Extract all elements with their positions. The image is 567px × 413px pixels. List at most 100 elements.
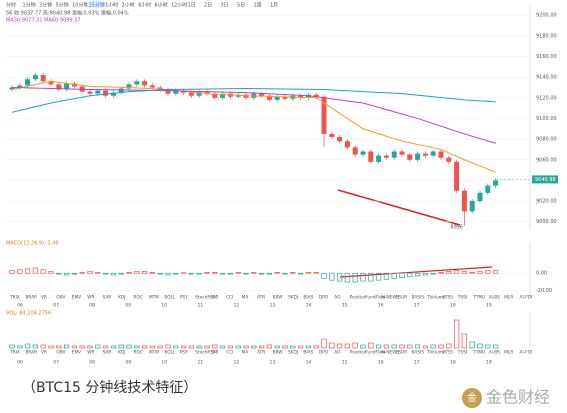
timeframe-tab[interactable]: 1分钟 xyxy=(23,2,36,9)
indicator-tab[interactable]: WR xyxy=(87,295,94,301)
timeframe-tab[interactable]: 分时 xyxy=(6,2,16,9)
indicator-tab[interactable]: FundFlow xyxy=(365,350,386,356)
indicator-tab[interactable]: VR xyxy=(41,295,47,301)
timeframe-tab[interactable]: 2小时 xyxy=(122,2,135,9)
indicator-tab[interactable]: AO xyxy=(334,350,341,356)
bar xyxy=(126,344,132,349)
indicator-tab[interactable]: BASIS xyxy=(411,295,424,301)
indicator-tab[interactable]: CCI xyxy=(226,350,233,356)
indicator-tab[interactable]: BBW xyxy=(273,295,284,301)
indicator-tab[interactable]: TVolume xyxy=(426,295,446,301)
indicator-tab[interactable]: AI-FDI xyxy=(520,295,533,301)
x-tick-label: 15 xyxy=(342,360,348,366)
x-tick-label: 13 xyxy=(270,303,276,309)
indicator-tab[interactable]: Position xyxy=(350,295,367,301)
indicator-tab[interactable]: MLR xyxy=(504,350,513,356)
indicator-tab[interactable]: KDJ xyxy=(118,295,125,301)
indicator-tab[interactable]: BRAR xyxy=(25,350,37,356)
indicator-tab[interactable]: AI-NEWS xyxy=(381,295,400,301)
timeframe-tab[interactable]: 10分钟 xyxy=(72,2,88,9)
indicator-tab[interactable]: FTSS xyxy=(442,295,453,301)
indicator-tab[interactable]: MTM xyxy=(149,350,159,356)
timeframe-tab[interactable]: 1小时 xyxy=(105,2,118,9)
indicator-tab[interactable]: AI-NEWS xyxy=(381,350,400,356)
indicator-tab[interactable]: DPO xyxy=(319,295,329,301)
indicator-tab[interactable]: LSUR xyxy=(396,295,407,301)
indicator-tab[interactable]: CCI xyxy=(226,295,233,301)
indicator-tab[interactable]: TTMU xyxy=(472,350,485,356)
bar xyxy=(87,345,93,349)
indicator-tab[interactable]: BBW xyxy=(273,350,284,356)
indicator-tab[interactable]: PSY xyxy=(180,295,188,301)
timeframe-tab[interactable]: 4小时 xyxy=(138,2,151,9)
bar xyxy=(368,342,374,349)
indicator-tab[interactable]: MLR xyxy=(504,295,513,301)
timeframe-tab[interactable]: 1周 xyxy=(254,3,262,9)
timeframe-tab[interactable]: 1月 xyxy=(270,3,278,9)
bar xyxy=(414,344,421,349)
timeframe-tab[interactable]: 3分钟 xyxy=(39,2,52,9)
timeframe-tab[interactable]: 5分钟 xyxy=(56,2,69,9)
indicator-tab[interactable]: Position xyxy=(350,350,367,356)
candle-body xyxy=(266,95,272,100)
timeframe-tab[interactable]: 12小时 xyxy=(171,2,187,9)
indicator-tab[interactable]: DPO xyxy=(319,350,329,356)
indicator-tab[interactable]: SKDJ xyxy=(288,350,298,356)
indicator-tab[interactable]: TTMU xyxy=(472,295,485,301)
indicator-tab[interactable]: MA xyxy=(242,295,249,301)
indicator-tab[interactable]: StochRSI xyxy=(195,350,214,356)
indicator-tab[interactable]: OBV xyxy=(56,350,65,356)
indicator-tab[interactable]: WR xyxy=(87,350,94,356)
candle-body xyxy=(142,81,148,86)
indicator-tab[interactable]: KDJ xyxy=(118,350,125,356)
indicator-tab[interactable]: TRIX xyxy=(9,350,20,356)
bar xyxy=(321,272,327,279)
indicator-tab[interactable]: LSUR xyxy=(396,350,407,356)
timeframe-tab[interactable]: 6小时 xyxy=(155,2,168,9)
indicator-tab[interactable]: FTSS xyxy=(442,350,453,356)
bar xyxy=(344,272,351,283)
indicator-tab[interactable]: SMI xyxy=(211,295,219,301)
timeframe-tab[interactable]: 3日 xyxy=(221,3,229,9)
indicator-tab[interactable]: SAR xyxy=(103,295,112,301)
timeframe-tab[interactable]: 5日 xyxy=(237,3,245,9)
indicator-tab[interactable]: AI-FDI xyxy=(520,350,533,356)
indicator-tab[interactable]: AI-BS xyxy=(489,350,500,356)
indicator-tab[interactable]: ATR xyxy=(257,295,265,301)
bar xyxy=(399,272,405,278)
indicator-tab[interactable]: AO xyxy=(334,295,341,301)
indicator-tab[interactable]: TSSI xyxy=(457,350,467,356)
indicator-tab[interactable]: EMV xyxy=(72,295,81,301)
bar xyxy=(24,268,31,274)
indicator-tab[interactable]: VR xyxy=(41,350,47,356)
indicator-tab[interactable]: StochRSI xyxy=(195,295,214,301)
timeframe-tab[interactable]: 15分钟 xyxy=(89,2,105,9)
indicator-tab[interactable]: SAR xyxy=(103,350,112,356)
indicator-tab[interactable]: PSY xyxy=(180,350,188,356)
indicator-tab[interactable]: BOLL xyxy=(164,295,176,301)
indicator-tab[interactable]: MTM xyxy=(149,295,159,301)
indicator-tab[interactable]: TRIX xyxy=(9,295,20,301)
indicator-tab[interactable]: MA xyxy=(242,350,249,356)
indicator-tab[interactable]: EMV xyxy=(72,350,81,356)
y-tick-label: -20.00 xyxy=(536,288,552,294)
indicator-tab[interactable]: FundFlow xyxy=(365,295,386,301)
indicator-tab[interactable]: OBV xyxy=(56,295,65,301)
indicator-tab[interactable]: BASIS xyxy=(411,350,424,356)
indicator-tab[interactable]: ROC xyxy=(134,350,143,356)
indicator-tab[interactable]: BIAS xyxy=(303,350,313,356)
timeframe-tab[interactable]: 1日 xyxy=(188,3,196,9)
indicator-tab[interactable]: TVolume xyxy=(426,350,446,356)
bar xyxy=(407,272,413,278)
indicator-tab[interactable]: TSSI xyxy=(457,295,467,301)
indicator-tab[interactable]: SKDJ xyxy=(288,295,298,301)
indicator-tab[interactable]: SMI xyxy=(211,350,219,356)
bar xyxy=(461,333,468,349)
indicator-tab[interactable]: BIAS xyxy=(303,295,313,301)
indicator-tab[interactable]: BOLL xyxy=(164,350,176,356)
timeframe-tab[interactable]: 2日 xyxy=(204,3,212,9)
indicator-tab[interactable]: ROC xyxy=(134,295,143,301)
indicator-tab[interactable]: BRAR xyxy=(25,295,37,301)
indicator-tab[interactable]: ATR xyxy=(257,350,265,356)
indicator-tab[interactable]: AI-BS xyxy=(489,295,500,301)
